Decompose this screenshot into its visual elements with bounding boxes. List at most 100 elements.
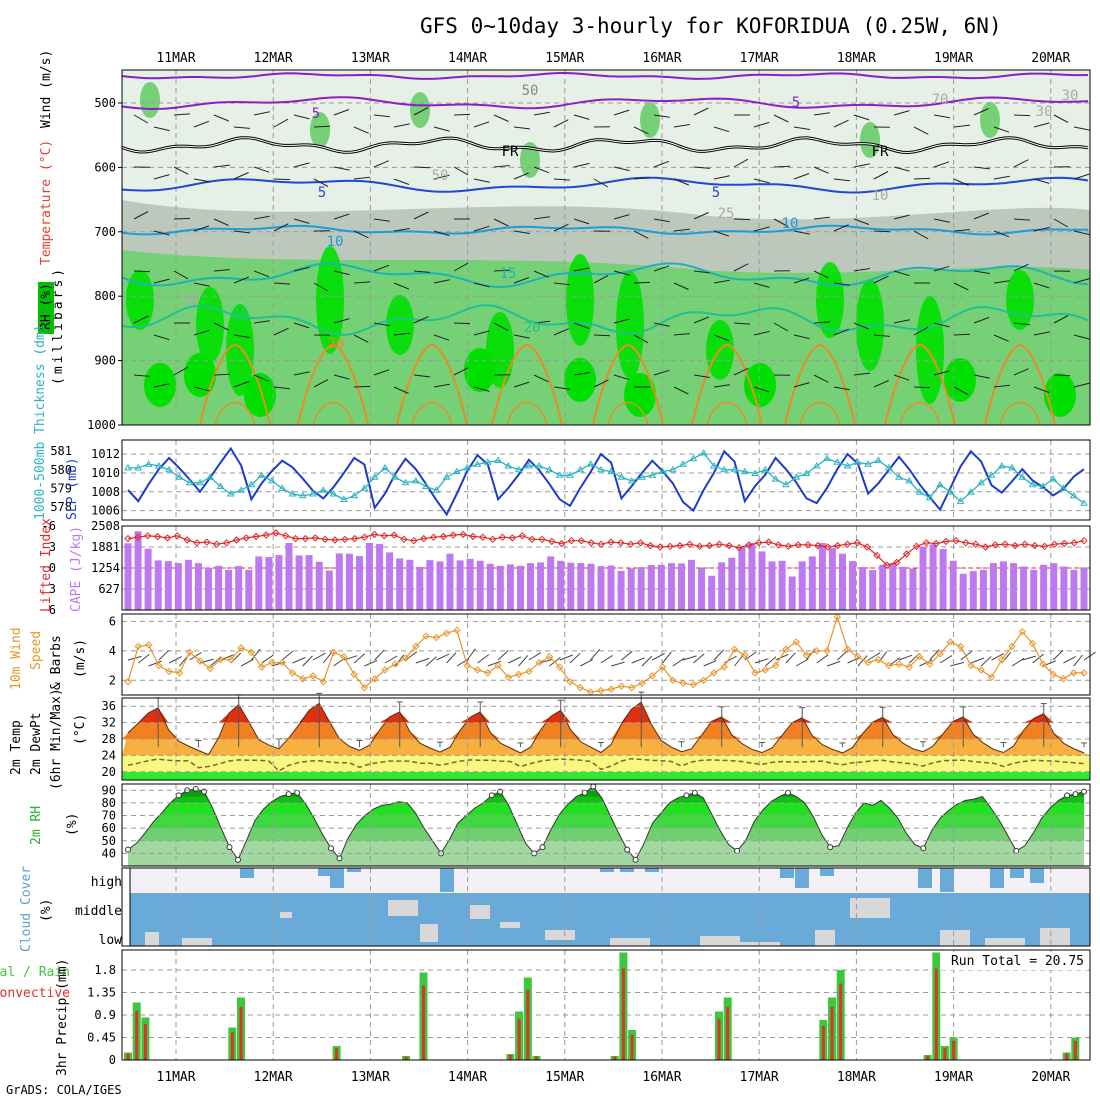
wind-barb <box>853 218 870 225</box>
lifted-point <box>745 541 753 549</box>
wind-barb <box>453 262 469 272</box>
contour-label: 10 <box>782 216 799 232</box>
cape-bar <box>708 575 716 610</box>
upper-frame <box>121 69 1091 426</box>
wind-barb <box>813 374 829 383</box>
upper-tick-label: 900 <box>94 354 116 368</box>
wind-barb <box>373 218 390 222</box>
lifted-point <box>626 540 635 548</box>
wind-barb <box>893 214 910 220</box>
rh-moist-upper <box>980 102 1000 138</box>
temp-tick-label: 20 <box>102 765 116 779</box>
cape-bar <box>225 569 233 610</box>
lifted-tick-label: -6 <box>42 519 56 533</box>
isotherm-30-spike <box>411 401 453 426</box>
wind-barb <box>593 178 609 188</box>
rh-moist-low <box>944 358 976 402</box>
wind-barb <box>893 374 910 381</box>
thickness-point <box>1049 475 1058 482</box>
wind-barb <box>733 263 749 272</box>
wind10-point <box>155 661 163 670</box>
precip-convective-bar <box>621 968 625 1060</box>
wind10-point <box>1070 669 1078 677</box>
wind-barb <box>553 386 570 390</box>
cape-tick-label: 1881 <box>91 540 120 554</box>
wind10-point <box>319 678 328 686</box>
wind-barb <box>733 367 749 376</box>
cape-bar <box>446 553 454 610</box>
wind10-point <box>854 653 862 661</box>
wind10-point <box>956 642 965 651</box>
wind-barb <box>853 268 870 272</box>
thickness-point <box>154 462 163 469</box>
lifted-point <box>380 532 388 540</box>
upper-rh-label: RH (%) <box>39 283 54 330</box>
thickness-point <box>853 458 862 465</box>
wind10-barb <box>487 660 502 667</box>
wind10-point <box>412 642 420 651</box>
lifted-point <box>1011 541 1019 550</box>
wind-barb <box>713 279 730 284</box>
thickness-point <box>504 462 513 469</box>
isotherm-minus10 <box>121 72 1089 80</box>
cape-bar <box>909 568 917 610</box>
wind10-barb <box>168 656 182 664</box>
cloud-low-block <box>610 938 650 946</box>
wind10-point <box>720 663 728 671</box>
cape-bar <box>124 543 132 610</box>
top-date-label: 11MAR <box>156 51 195 66</box>
cape-bar <box>939 549 947 610</box>
wind-barb <box>253 166 270 173</box>
lifted-point <box>124 534 132 543</box>
wind10-barb <box>302 655 313 667</box>
lifted-point <box>508 534 517 542</box>
lifted-point <box>557 539 566 548</box>
wind10-point <box>1039 660 1047 668</box>
top-date-label: 19MAR <box>934 51 973 66</box>
wind10-barb <box>641 655 653 667</box>
wind10-point <box>926 660 934 668</box>
temp-label-3: (6hr Min/Max) <box>49 688 64 790</box>
wind-barb <box>273 282 291 285</box>
slp-left-labels: 1000-500mb Thickness (dm) SLP (mb) <box>33 324 80 520</box>
thickness-point <box>668 465 677 473</box>
wind10-point <box>669 676 677 684</box>
temp-green-band <box>122 771 1090 780</box>
lifted-point <box>1070 539 1078 547</box>
wind10-point <box>843 645 852 654</box>
rh-moist-column <box>386 295 414 355</box>
wind10-point <box>905 663 913 671</box>
wind10-barb <box>240 658 254 667</box>
rh-moist-upper <box>310 112 330 148</box>
thickness-point <box>422 482 430 489</box>
thickness-point <box>309 490 317 497</box>
wind-barb <box>493 322 509 331</box>
wind10-point <box>196 657 204 665</box>
isotherm-25-spike <box>491 343 563 426</box>
rh-tick-label: 60 <box>102 821 116 835</box>
cape-bar <box>174 563 182 610</box>
run-total-label: Run Total = 20.75 <box>951 954 1084 969</box>
wind-barb <box>293 371 310 376</box>
wind-barb <box>173 113 191 116</box>
wind-barb <box>1013 159 1029 168</box>
wind-barb <box>1033 331 1050 336</box>
wind10-point <box>340 653 348 661</box>
lifted-point <box>419 534 428 543</box>
wind-barb <box>413 270 430 273</box>
cloud-low-block <box>470 905 490 919</box>
rh-point <box>531 850 538 857</box>
thickness-point <box>1028 480 1037 488</box>
precip-tick-label: 0.9 <box>94 1008 116 1022</box>
precip-convective-bar <box>1065 1053 1069 1060</box>
rh-point <box>632 856 639 863</box>
wind10-barb <box>980 655 992 667</box>
wind-barb <box>1073 334 1090 340</box>
cloud-label-2: (%) <box>39 899 54 922</box>
precip-convective-bar <box>821 1026 825 1060</box>
wind-barb <box>1013 368 1029 376</box>
thickness-point <box>288 490 297 497</box>
rh-moist-column <box>126 270 154 330</box>
wind-barb <box>433 334 450 341</box>
